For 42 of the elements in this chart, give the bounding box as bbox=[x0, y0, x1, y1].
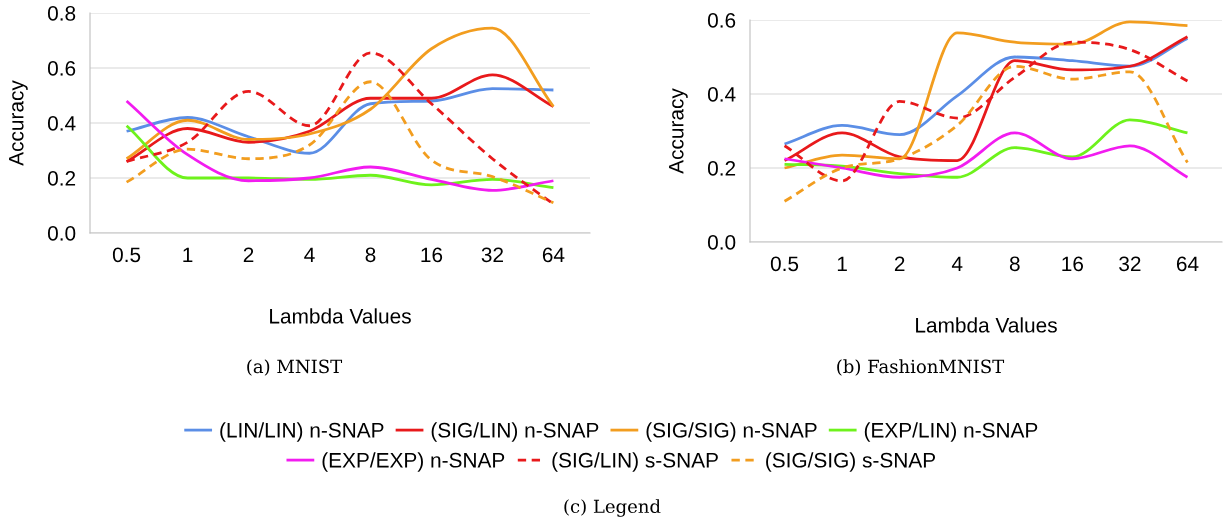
x-tick-label: 16 bbox=[1062, 256, 1084, 272]
x-tick-label: 8 bbox=[365, 247, 376, 263]
x-tick-label: 64 bbox=[1176, 256, 1199, 272]
legend-label: (SIG/LIN) s-SNAP bbox=[552, 452, 718, 472]
y-tick-label: 0.4 bbox=[47, 116, 76, 131]
x-axis-title: Lambda Values bbox=[270, 308, 411, 324]
y-tick-label: 0.8 bbox=[47, 6, 76, 21]
x-tick-label: 64 bbox=[542, 247, 565, 263]
y-tick-label: 0.4 bbox=[707, 87, 736, 102]
x-tick-label: 2 bbox=[243, 247, 254, 262]
x-axis-title: Lambda Values bbox=[916, 317, 1057, 333]
y-axis-title: Accuracy bbox=[669, 88, 688, 174]
legend-label: (EXP/EXP) n-SNAP bbox=[322, 452, 505, 472]
y-tick-label: 0.2 bbox=[707, 161, 736, 176]
line-series bbox=[125, 99, 555, 192]
text: (b) FashionMNIST bbox=[837, 359, 1005, 376]
text: (a) MNIST bbox=[247, 359, 343, 376]
x-tick-label: 4 bbox=[304, 247, 315, 262]
x-tick-label: 4 bbox=[951, 256, 963, 271]
x-tick-label: 2 bbox=[894, 256, 905, 271]
legend-label: (SIG/LIN) n-SNAP bbox=[431, 422, 599, 442]
x-tick-label: 1 bbox=[837, 256, 847, 271]
y-tick-label: 0.0 bbox=[47, 226, 76, 241]
line-series bbox=[783, 40, 1189, 183]
legend-label: (SIG/SIG) s-SNAP bbox=[766, 452, 936, 472]
text: (c) Legend bbox=[564, 499, 661, 517]
x-tick-label: 16 bbox=[421, 247, 443, 263]
y-tick-label: 0.6 bbox=[707, 13, 736, 28]
x-tick-label: 0.5 bbox=[770, 256, 799, 272]
y-tick-label: 0.0 bbox=[707, 235, 736, 250]
x-tick-label: 8 bbox=[1009, 256, 1020, 272]
y-tick-label: 0.6 bbox=[47, 61, 76, 76]
line-series bbox=[783, 131, 1189, 179]
x-tick-label: 0.5 bbox=[112, 247, 141, 263]
legend-label: (EXP/LIN) n-SNAP bbox=[864, 422, 1038, 442]
y-axis-title: Accuracy bbox=[9, 80, 28, 166]
x-tick-label: 1 bbox=[183, 247, 193, 262]
legend-label: (LIN/LIN) n-SNAP bbox=[220, 422, 384, 442]
legend-label: (SIG/SIG) n-SNAP bbox=[646, 422, 817, 442]
y-tick-label: 0.2 bbox=[47, 171, 76, 186]
x-tick-label: 32 bbox=[481, 247, 503, 263]
x-tick-label: 32 bbox=[1119, 256, 1141, 272]
